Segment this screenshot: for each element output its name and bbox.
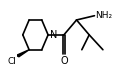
Polygon shape <box>16 50 29 57</box>
Text: Cl: Cl <box>8 57 16 66</box>
Text: NH₂: NH₂ <box>95 11 112 20</box>
Text: N: N <box>50 30 57 40</box>
Text: O: O <box>60 56 68 66</box>
